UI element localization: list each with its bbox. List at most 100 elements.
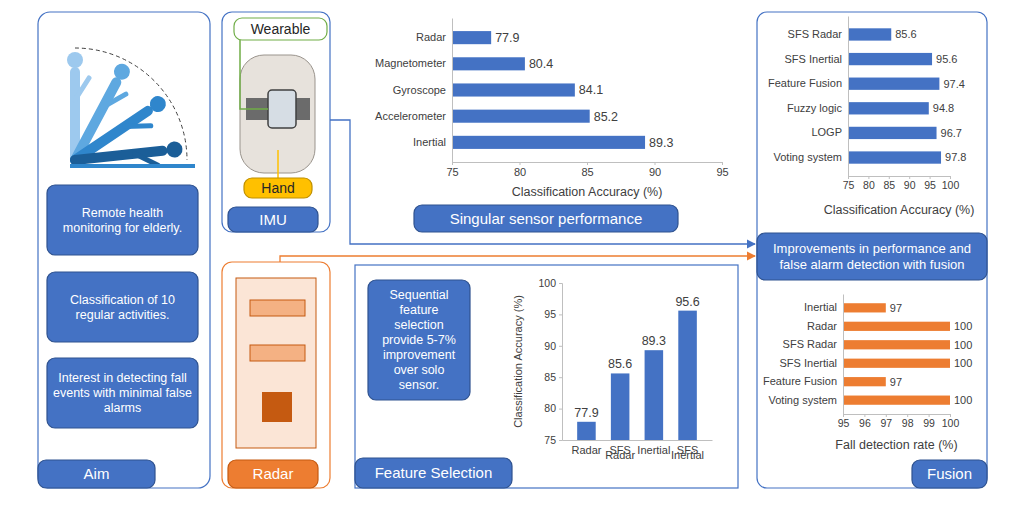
data-label: 89.3 [649,136,673,150]
bar [645,350,664,440]
data-labels: 9710010010097100 [890,302,973,406]
tick-label: Inertial [804,301,837,313]
tick: 100 [538,277,562,289]
panel-label [912,460,987,488]
tick: Inertial [637,444,670,456]
figure-arm [75,78,89,100]
tick: LOGP [811,126,842,138]
tag-wearable [234,18,327,40]
axis-line [563,440,713,441]
tick: 95 [544,308,562,320]
tick: SFS Radar [783,338,838,350]
label-line: regular activities. [76,308,170,322]
label: Feature Selection [375,464,493,481]
panel-label [414,205,678,232]
bar [843,377,886,386]
panel-radar [222,262,330,488]
tick: SFS Inertial [785,53,842,65]
tick-label: SFS Radar [783,338,838,350]
tick-label: Inertial [637,444,670,456]
bar [843,322,950,331]
label: Hand [261,180,294,196]
x-axis: RadarSFSRadarInertialSFSInertial [563,441,713,462]
data-label: 85.2 [594,110,618,124]
label-line: monitoring for elderly. [63,221,182,235]
figure [71,93,173,172]
tick-label: Inertial [413,136,446,148]
tick-label: Voting system [769,394,837,406]
tick: 85 [544,371,562,383]
tick-label: 100 [942,179,960,191]
tick-label: 99 [923,417,935,429]
label: IMU [259,211,287,228]
bar [843,359,950,368]
tick: SFSRadar [605,444,635,461]
bar [452,136,645,149]
tick: Feature Fusion [763,375,837,387]
tick-label-line: Radar [571,444,601,456]
label-line: Hand [261,180,294,196]
label: Singular sensor performance [450,210,643,227]
banner [757,233,987,280]
axis-line [848,17,849,177]
tick-mark [520,162,521,165]
data-label: 96.7 [941,127,962,139]
tick-label: 75 [446,166,458,178]
tick: Voting system [769,394,837,406]
label-line: provide 5-7% [382,333,456,347]
tick: Radar [416,31,446,43]
tick-label: SFSRadar [605,444,635,461]
data-label: 84.1 [579,83,603,97]
arrow [280,256,755,262]
data-label: 80.4 [529,57,553,71]
label: Radar [253,465,294,482]
tick: Inertial [413,136,446,148]
chart: 77.985.689.395.67580859095100RadarSFSRad… [512,277,713,461]
tick-label: Fuzzy logic [787,102,843,114]
tick: 95 [716,162,728,178]
x-axis: 7580859095 [446,162,728,178]
data-label: 100 [954,320,972,332]
label: Fusion [927,465,972,482]
tick: Magnetometer [375,57,446,69]
tick-label: 95 [544,308,556,320]
aim-item [47,272,198,342]
figure-arm [125,114,151,138]
panel-feature-selection [355,265,738,488]
tick-label: Radar [807,320,837,332]
tick: 97 [880,414,892,429]
tick: 75 [544,434,562,446]
bar [452,31,491,44]
data-label: 100 [954,394,972,406]
label-line: feature [400,303,439,317]
tick-label: 95 [716,166,728,178]
label-line: sensor. [399,378,439,392]
tick: 75 [843,176,855,191]
data-label: 95.6 [675,295,699,309]
tick: Radar [571,444,601,456]
aim-item [47,358,198,428]
figure [74,141,184,174]
tick: 100 [942,414,960,429]
tick: 90 [544,340,562,352]
data-label: 89.3 [642,334,666,348]
bar [848,151,941,163]
data-labels: 77.985.689.395.6 [574,295,700,420]
tick: 99 [923,414,935,429]
chart: 97100100100971009596979899100InertialRad… [763,295,972,453]
tick: Radar [807,320,837,332]
bar [848,102,929,114]
tick-label: 95 [924,179,936,191]
y-axis: 7580859095100 [538,277,562,446]
tick-label: 95 [838,417,850,429]
data-label: 94.8 [933,102,954,114]
bar [452,110,590,123]
data-label: 100 [954,357,972,369]
chart: 77.9 80.4 84.1 85.2 89.3 7580859095 Radar Magne… [375,19,729,200]
pointer [277,150,279,178]
tick: 96 [859,414,871,429]
panel-fusion [757,12,987,488]
tick-label: SFS Inertial [785,53,842,65]
label-line: Aim [84,465,110,482]
data-label: 77.9 [495,31,519,45]
